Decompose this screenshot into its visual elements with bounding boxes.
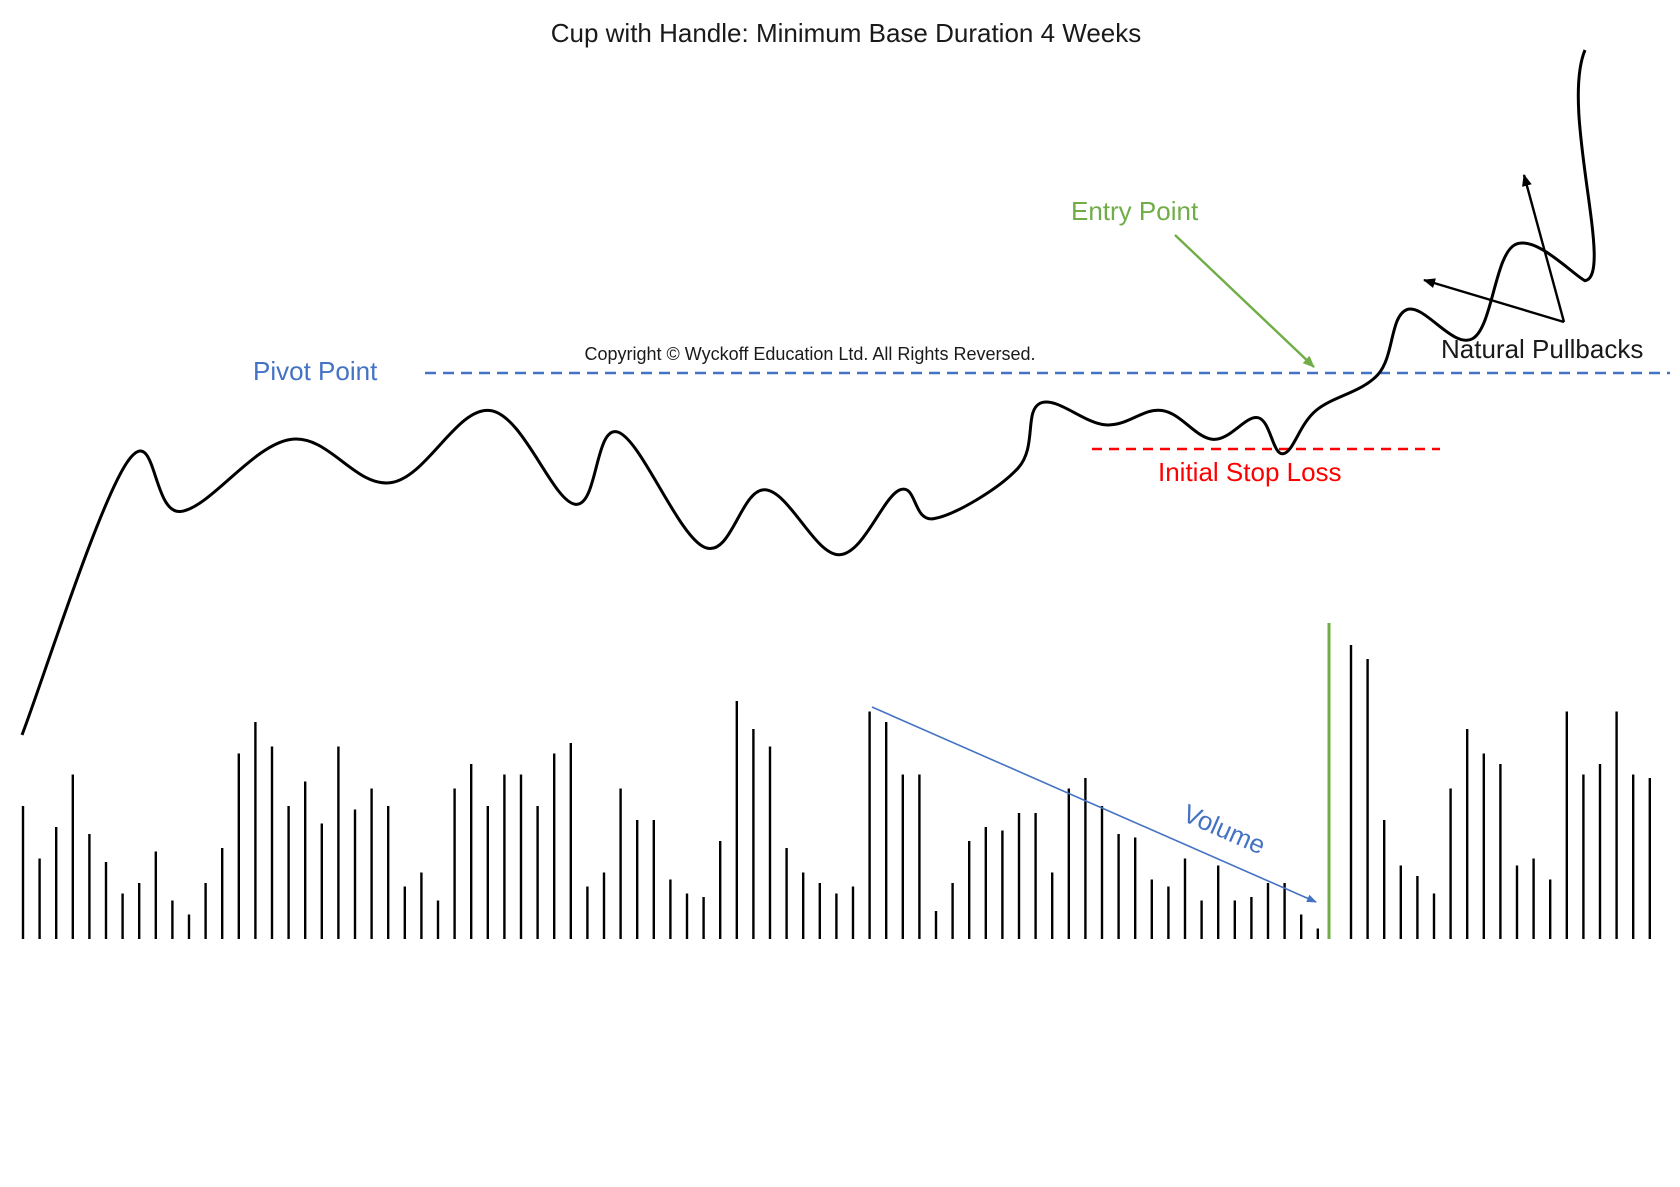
pullback-arrow-1	[1423, 278, 1565, 324]
natural-pullbacks-label: Natural Pullbacks	[1441, 334, 1643, 364]
volume-label: Volume	[1179, 798, 1270, 860]
price-line	[20, 49, 1596, 736]
pullback-arrow-2	[1522, 174, 1566, 323]
volume-bars	[21, 645, 1652, 939]
chart-title: Cup with Handle: Minimum Base Duration 4…	[551, 18, 1142, 48]
initial-stop-loss-label: Initial Stop Loss	[1158, 457, 1342, 487]
copyright-text: Copyright © Wyckoff Education Ltd. All R…	[585, 344, 1036, 364]
volume-trend-arrow	[871, 706, 1317, 903]
entry-point-arrow	[1174, 234, 1315, 368]
entry-point-label: Entry Point	[1071, 196, 1199, 226]
pivot-point-label: Pivot Point	[253, 356, 378, 386]
